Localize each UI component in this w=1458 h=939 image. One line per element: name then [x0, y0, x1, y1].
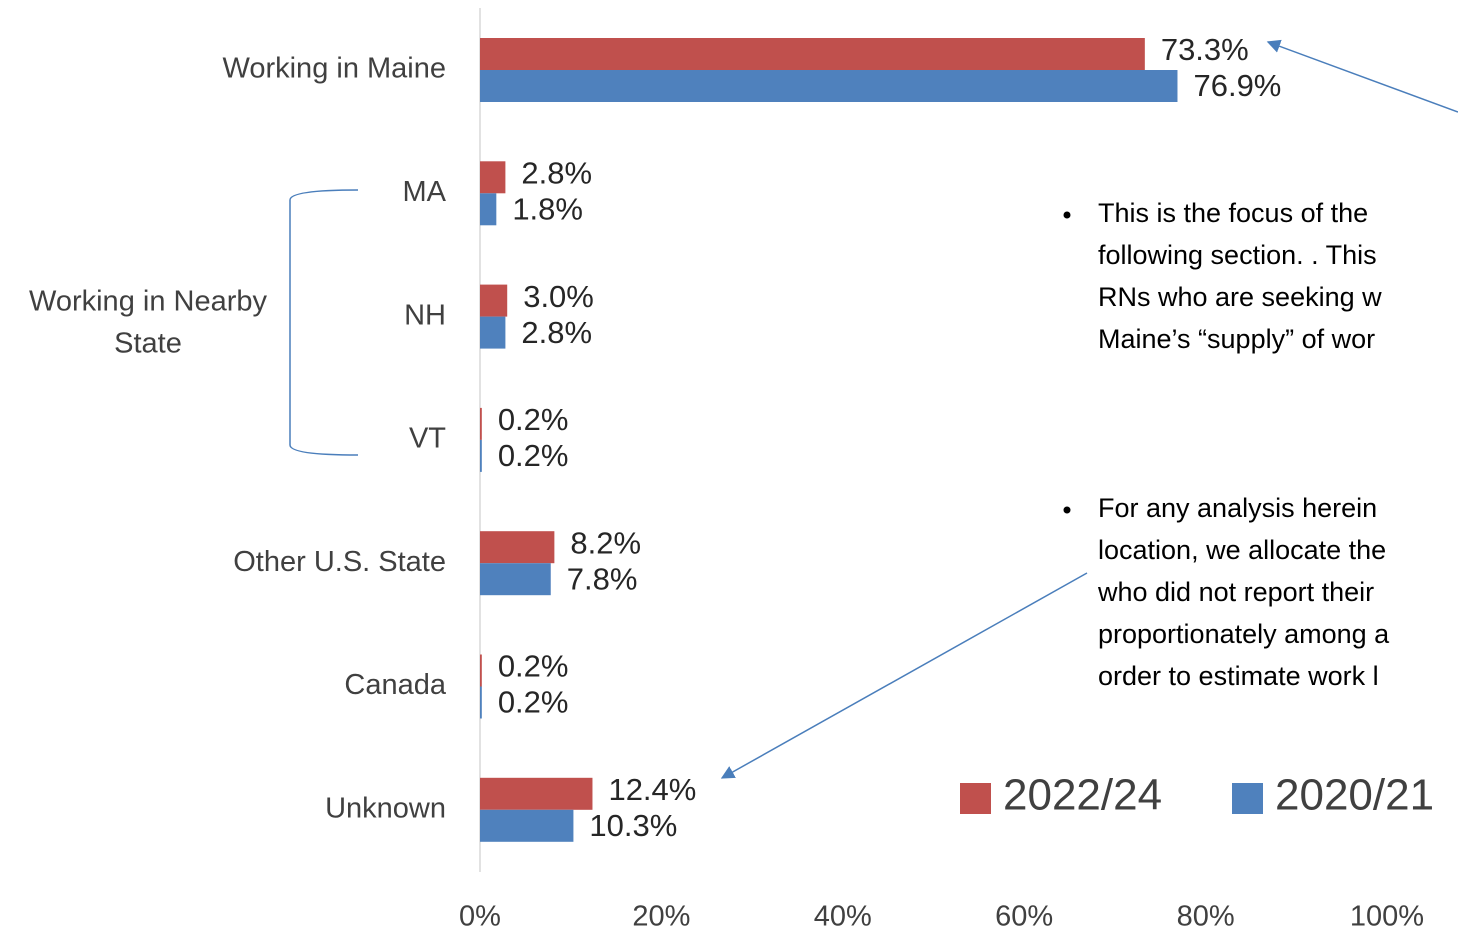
bar	[480, 284, 508, 317]
value-label: 1.8%	[512, 191, 583, 226]
y-tick-label: Working in Maine	[222, 53, 446, 85]
x-tick-label: 80%	[1177, 901, 1235, 933]
x-tick-label: 60%	[995, 901, 1053, 933]
legend-label: 2022/24	[1003, 771, 1162, 820]
bar	[480, 70, 1178, 102]
bar	[480, 531, 555, 564]
group-label: State	[114, 328, 182, 360]
group-bracket	[289, 189, 359, 456]
bar	[480, 38, 1145, 70]
bar	[480, 439, 482, 472]
value-label: 2.8%	[521, 155, 592, 190]
annotation-text: RNs who are seeking w	[1098, 282, 1382, 312]
y-tick-label: MA	[403, 176, 447, 208]
x-tick-label: 20%	[632, 901, 690, 933]
annotation-text: following section. . This	[1098, 240, 1377, 270]
x-tick-label: 0%	[459, 901, 501, 933]
bar	[480, 809, 574, 842]
group-label: Working in Nearby	[29, 286, 268, 318]
annotation-text: who did not report their	[1097, 577, 1374, 607]
value-label: 0.2%	[498, 649, 569, 684]
x-tick-label: 40%	[814, 901, 872, 933]
value-label: 0.2%	[498, 438, 569, 473]
value-label: 12.4%	[608, 772, 696, 807]
value-label: 8.2%	[570, 525, 641, 560]
y-tick-label: Unknown	[325, 792, 446, 824]
value-label: 0.2%	[498, 402, 569, 437]
bar	[480, 686, 482, 719]
legend-swatch	[960, 783, 991, 814]
y-tick-label: Other U.S. State	[233, 546, 446, 578]
legend-swatch	[1232, 783, 1263, 814]
y-tick-label: NH	[404, 299, 446, 331]
y-tick-label: VT	[409, 423, 446, 455]
value-label: 0.2%	[498, 685, 569, 720]
x-tick-label: 100%	[1350, 901, 1424, 933]
value-label: 76.9%	[1193, 68, 1281, 103]
annotation-text: location, we allocate the	[1098, 535, 1386, 565]
annotation-text: proportionately among a	[1098, 619, 1390, 649]
bar	[480, 193, 497, 226]
annotation-arrow	[720, 572, 1088, 779]
value-label: 2.8%	[521, 315, 592, 350]
bar	[480, 654, 482, 687]
annotation-text: For any analysis herein	[1098, 493, 1377, 523]
annotation-arrow	[1266, 39, 1458, 113]
y-tick-label: Canada	[344, 669, 446, 701]
bullet	[1063, 211, 1071, 219]
annotation-text: Maine’s “supply” of wor	[1098, 324, 1375, 354]
bar	[480, 161, 506, 194]
bar	[480, 777, 593, 810]
bullet	[1063, 506, 1071, 514]
value-label: 7.8%	[567, 561, 638, 596]
bar	[480, 316, 506, 349]
annotation-text: This is the focus of the	[1098, 198, 1368, 228]
value-label: 3.0%	[523, 279, 594, 314]
value-label: 73.3%	[1161, 32, 1249, 67]
legend-label: 2020/21	[1275, 771, 1434, 820]
bar	[480, 407, 482, 440]
bar	[480, 563, 551, 596]
annotation-text: order to estimate work l	[1098, 661, 1379, 691]
value-label: 10.3%	[589, 808, 677, 843]
